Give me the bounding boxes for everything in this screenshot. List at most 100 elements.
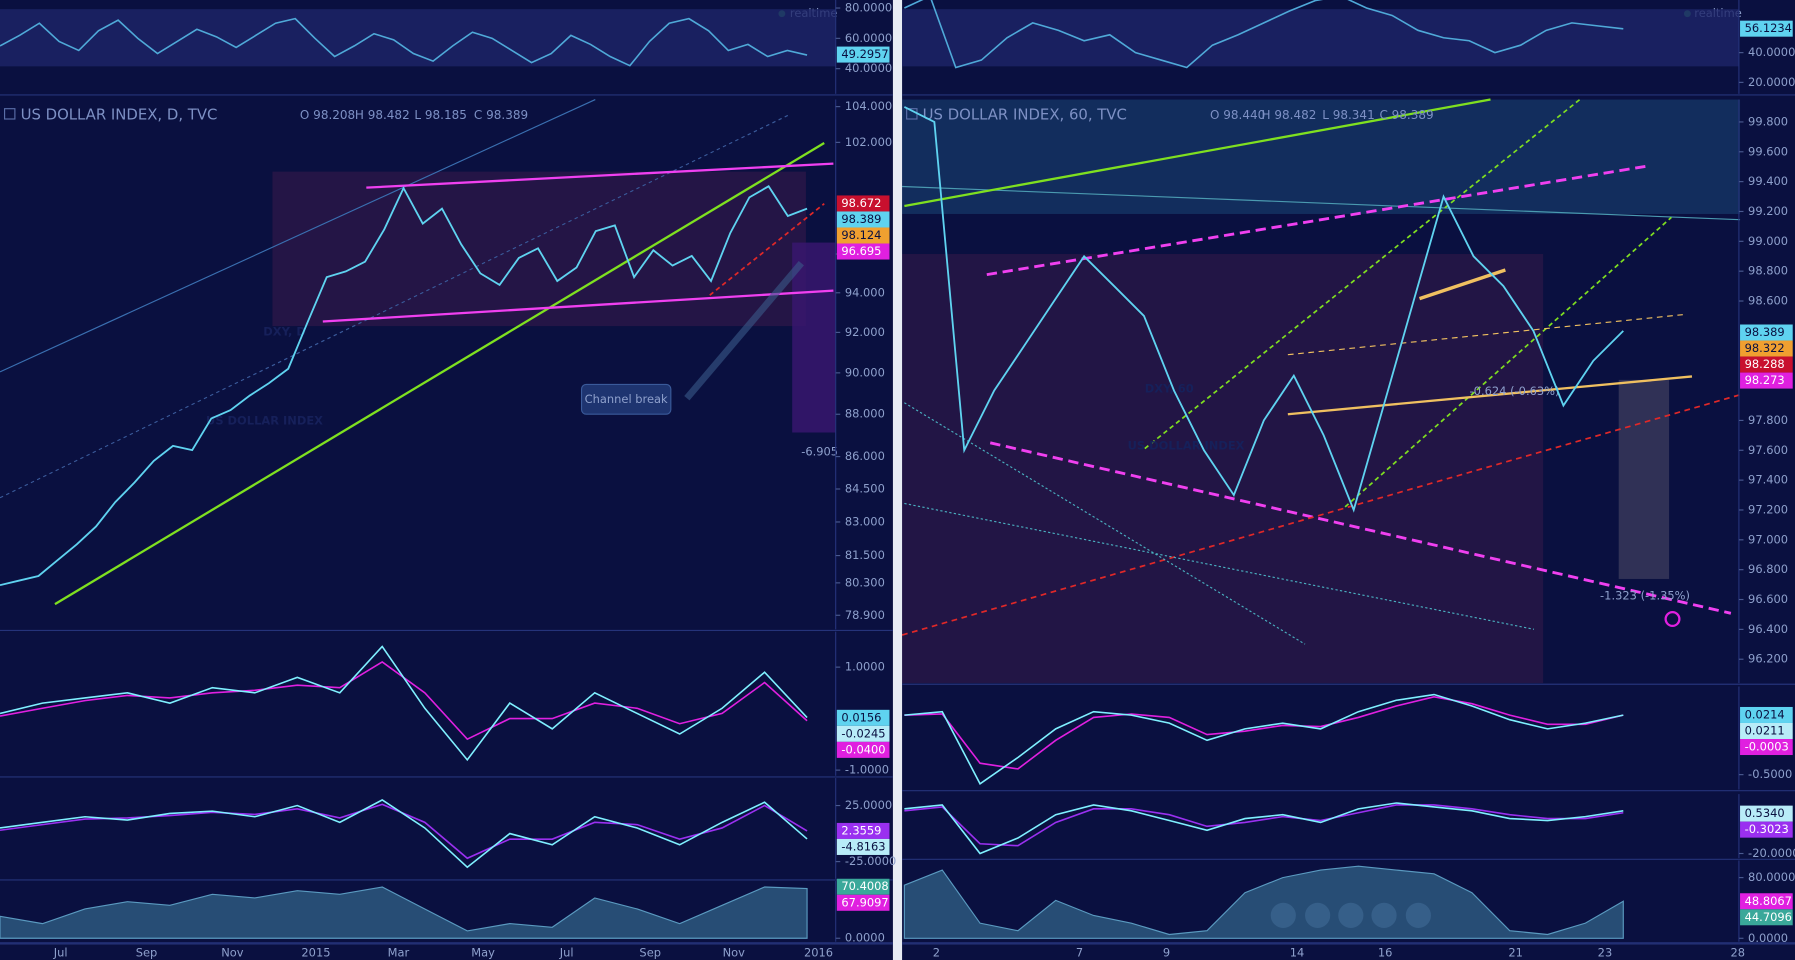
rsi-band	[902, 9, 1739, 67]
y-tick-label: 0.0000	[1748, 931, 1788, 945]
y-tick-label: 60.0000	[845, 31, 892, 45]
trend-line	[902, 185, 1741, 221]
rsi-band	[0, 9, 836, 67]
y-tick-label: 97.200	[1748, 502, 1788, 516]
price-badge-label: 98.322	[1745, 341, 1785, 355]
y-tick-label: -1.0000	[845, 763, 889, 777]
split-divider[interactable]	[892, 0, 903, 960]
symbol-title: US DOLLAR INDEX, D, TVC	[21, 106, 218, 124]
ohlc-value: L 98.341	[1322, 108, 1375, 122]
y-tick-label: 83.000	[845, 514, 885, 528]
trend-line	[1287, 375, 1693, 416]
trend-line	[904, 402, 1306, 645]
price-badge	[836, 838, 890, 855]
price-badge	[1740, 20, 1793, 37]
y-tick-label: 80.0000	[1748, 870, 1795, 884]
x-tick-label: 7	[1076, 946, 1083, 960]
y-tick-label: 80.300	[845, 575, 885, 589]
y-tick-label: 102.000	[845, 135, 892, 149]
indicator-line	[904, 693, 1624, 785]
x-tick-label: 14	[1290, 946, 1305, 960]
zone-box	[902, 254, 1544, 684]
ohlc-value: O 98.208	[300, 108, 355, 122]
y-tick-label: 78.900	[845, 608, 885, 622]
y-tick-label: 96.600	[1748, 592, 1788, 606]
measure-label: -1.323 (-1.35%)	[1600, 589, 1690, 603]
y-tick-label: 99.200	[1748, 204, 1788, 218]
y-tick-label: 88.000	[845, 407, 885, 421]
price-badge-label: 56.1234	[1745, 21, 1792, 35]
x-tick-label: Nov	[723, 946, 746, 960]
ohlc-value: C 98.389	[1379, 108, 1433, 122]
y-tick-label: 98.800	[1748, 264, 1788, 278]
y-tick-label: 0.0000	[845, 931, 885, 945]
y-tick-label: 92.000	[845, 325, 885, 339]
x-tick-label: Jul	[53, 946, 68, 960]
price-badge	[836, 227, 890, 244]
price-badge-label: 0.0211	[1745, 723, 1785, 737]
price-badge-label: -4.8163	[841, 839, 885, 853]
trend-line	[901, 393, 1741, 636]
price-badge	[836, 878, 890, 895]
y-tick-label: 97.400	[1748, 473, 1788, 487]
callout-pointer	[684, 260, 804, 401]
price-badge-label: 70.4008	[841, 879, 888, 893]
y-tick-label: 40.0000	[1748, 45, 1795, 59]
x-tick-label: 2015	[301, 946, 330, 960]
price-badge	[1740, 821, 1793, 838]
price-badge-label: 98.389	[1745, 325, 1785, 339]
callout-text: Channel break	[585, 392, 668, 406]
ohlc-value: H 98.482	[1262, 108, 1317, 122]
y-tick-label: 94.000	[845, 285, 885, 299]
measure-box	[1618, 379, 1670, 579]
measure-label: -0.624 (-0.63%)	[1470, 384, 1560, 398]
collapse-button[interactable]	[4, 108, 16, 120]
alert-icon[interactable]	[1664, 611, 1681, 628]
price-badge	[836, 243, 890, 260]
price-badge-label: -0.0245	[841, 726, 885, 740]
channel-line	[322, 289, 834, 323]
price-badge-label: 49.2957	[841, 47, 888, 61]
trend-line	[904, 502, 1535, 630]
ohlc-value: O 98.440	[1210, 108, 1265, 122]
y-tick-label: 97.000	[1748, 532, 1788, 546]
y-tick-label: 97.800	[1748, 413, 1788, 427]
price-badge	[1740, 805, 1793, 822]
x-tick-label: May	[471, 946, 495, 960]
y-tick-label: 86.000	[845, 449, 885, 463]
trend-line	[709, 203, 825, 296]
y-tick-label: 96.200	[1748, 652, 1788, 666]
x-tick-label: 21	[1508, 946, 1523, 960]
indicator-line	[904, 0, 1624, 69]
price-badge-label: 98.389	[841, 212, 881, 226]
y-tick-label: 96.400	[1748, 622, 1788, 636]
price-badge-label: 0.5340	[1745, 806, 1785, 820]
symbol-title: US DOLLAR INDEX, 60, TVC	[923, 106, 1127, 124]
price-badge	[836, 195, 890, 212]
trend-line	[54, 142, 825, 606]
x-tick-label: Sep	[136, 946, 158, 960]
price-badge-label: 96.695	[841, 244, 881, 258]
price-badge-label: -0.0400	[841, 742, 885, 756]
y-tick-label: -20.0000	[1748, 846, 1795, 860]
watermark-name: US DOLLAR INDEX	[206, 414, 323, 428]
price-badge-label: 67.9097	[841, 895, 888, 909]
indicator-line	[904, 696, 1624, 770]
x-tick-label: 2	[933, 946, 940, 960]
price-badge-label: -0.3023	[1745, 822, 1789, 836]
price-badge	[1740, 706, 1793, 723]
y-tick-label: 25.0000	[845, 798, 892, 812]
ohlc-value: L 98.185	[414, 108, 467, 122]
watermark-name: US DOLLAR INDEX	[1128, 439, 1245, 453]
y-tick-label: 40.0000	[845, 61, 892, 75]
price-badge-label: 98.124	[841, 228, 881, 242]
x-tick-label: Mar	[388, 946, 410, 960]
y-tick-label: 97.600	[1748, 443, 1788, 457]
price-badge	[836, 709, 890, 726]
x-tick-label: 23	[1598, 946, 1613, 960]
area-series	[0, 886, 808, 939]
y-tick-label: -25.0000	[845, 854, 896, 868]
x-tick-label: Jul	[559, 946, 574, 960]
